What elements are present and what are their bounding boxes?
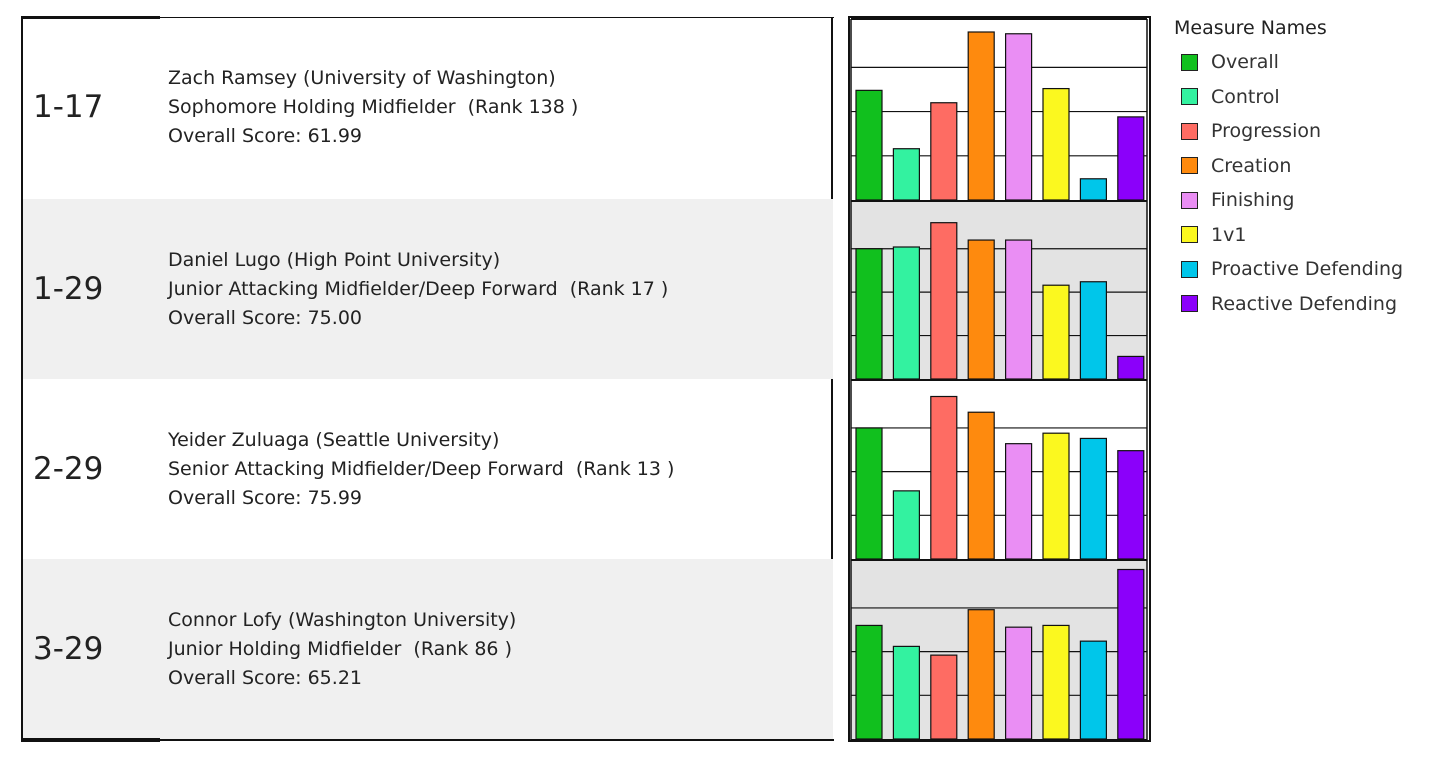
legend-items: Overall Control Progression Creation Finishi… bbox=[1174, 45, 1403, 321]
legend-label: Progression bbox=[1211, 120, 1322, 143]
legend-label: Creation bbox=[1211, 154, 1292, 177]
bar-reactive-defending bbox=[1117, 568, 1145, 740]
player-row: 3-29 Connor Lofy (Washington University)… bbox=[23, 559, 833, 739]
legend-label: Reactive Defending bbox=[1211, 292, 1398, 315]
player-score: Overall Score: 65.21 bbox=[168, 666, 362, 689]
legend-item[interactable]: Progression bbox=[1174, 114, 1403, 149]
player-score: Overall Score: 61.99 bbox=[168, 124, 362, 147]
bar-proactive-defending bbox=[1079, 640, 1108, 740]
player-name: Yeider Zuluaga (Seattle University) bbox=[168, 428, 500, 451]
legend-swatch bbox=[1181, 191, 1198, 209]
legend-swatch bbox=[1181, 122, 1198, 140]
player-score: Overall Score: 75.99 bbox=[168, 486, 362, 509]
player-info: Daniel Lugo (High Point University) Juni… bbox=[168, 199, 668, 379]
legend-swatch bbox=[1181, 226, 1198, 244]
bar-creation bbox=[967, 411, 995, 560]
legend-swatch bbox=[1181, 53, 1198, 71]
player-name: Zach Ramsey (University of Washington) bbox=[168, 66, 556, 89]
bar-finishing bbox=[1004, 239, 1033, 380]
bar-reactive-defending bbox=[1117, 450, 1145, 560]
bar-creation bbox=[967, 609, 995, 740]
bar-overall bbox=[855, 624, 883, 740]
bar-progression bbox=[930, 654, 958, 740]
legend-swatch bbox=[1181, 88, 1198, 106]
player-info: Zach Ramsey (University of Washington) S… bbox=[168, 17, 578, 197]
bar-control bbox=[892, 490, 921, 560]
player-row: 2-29 Yeider Zuluaga (Seattle University)… bbox=[23, 379, 833, 559]
player-info: Yeider Zuluaga (Seattle University) Seni… bbox=[168, 379, 674, 559]
player-info: Connor Lofy (Washington University) Juni… bbox=[168, 559, 516, 739]
bar-progression bbox=[930, 222, 958, 380]
bar-creation bbox=[967, 31, 995, 201]
player-role: Senior Attacking Midfielder/Deep Forward… bbox=[168, 457, 675, 480]
table-top-border-accent bbox=[21, 16, 160, 19]
legend-swatch bbox=[1181, 295, 1198, 313]
bar-reactive-defending bbox=[1117, 116, 1145, 201]
bar-proactive-defending bbox=[1079, 437, 1108, 560]
player-id: 1-17 bbox=[33, 89, 104, 125]
bar-reactive-defending bbox=[1117, 355, 1145, 380]
player-score: Overall Score: 75.00 bbox=[168, 306, 362, 329]
legend: Measure Names Overall Control Progression C… bbox=[1174, 17, 1403, 321]
bar-proactive-defending bbox=[1079, 178, 1108, 201]
table-bottom-border-accent bbox=[21, 738, 160, 742]
bar-1v1 bbox=[1042, 87, 1070, 201]
bar-overall bbox=[855, 427, 883, 560]
legend-item[interactable]: 1v1 bbox=[1174, 218, 1403, 253]
legend-swatch bbox=[1181, 260, 1198, 278]
player-row: 1-17 Zach Ramsey (University of Washingt… bbox=[23, 17, 833, 197]
legend-item[interactable]: Proactive Defending bbox=[1174, 252, 1403, 287]
player-role: Sophomore Holding Midfielder (Rank 138 ) bbox=[168, 95, 579, 118]
player-id: 3-29 bbox=[33, 631, 104, 667]
bar-1v1 bbox=[1042, 624, 1070, 740]
legend-label: 1v1 bbox=[1211, 223, 1247, 246]
bar-finishing bbox=[1004, 33, 1033, 201]
bar-control bbox=[892, 645, 921, 740]
bar-finishing bbox=[1004, 443, 1033, 560]
bar-proactive-defending bbox=[1079, 281, 1108, 380]
player-role: Junior Holding Midfielder (Rank 86 ) bbox=[168, 637, 512, 660]
bar-overall bbox=[855, 248, 883, 380]
legend-item[interactable]: Creation bbox=[1174, 149, 1403, 184]
legend-item[interactable]: Reactive Defending bbox=[1174, 287, 1403, 322]
bar-control bbox=[892, 148, 921, 201]
bar-finishing bbox=[1004, 626, 1033, 740]
player-name: Connor Lofy (Washington University) bbox=[168, 608, 517, 631]
legend-label: Proactive Defending bbox=[1211, 258, 1404, 281]
legend-swatch bbox=[1181, 157, 1198, 175]
player-role: Junior Attacking Midfielder/Deep Forward… bbox=[168, 277, 669, 300]
player-id: 2-29 bbox=[33, 451, 104, 487]
legend-label: Overall bbox=[1211, 51, 1279, 74]
player-name: Daniel Lugo (High Point University) bbox=[168, 248, 501, 271]
legend-title: Measure Names bbox=[1174, 17, 1327, 39]
legend-item[interactable]: Overall bbox=[1174, 45, 1403, 80]
table-bottom-border bbox=[21, 739, 834, 741]
player-row: 1-29 Daniel Lugo (High Point University)… bbox=[23, 199, 833, 379]
bar-creation bbox=[967, 239, 995, 380]
legend-item[interactable]: Finishing bbox=[1174, 183, 1403, 218]
bar-1v1 bbox=[1042, 432, 1070, 560]
bar-1v1 bbox=[1042, 284, 1070, 380]
legend-label: Control bbox=[1211, 85, 1280, 108]
table-top-border bbox=[21, 17, 834, 18]
players-table: 1-17 Zach Ramsey (University of Washingt… bbox=[21, 17, 833, 739]
legend-label: Finishing bbox=[1211, 189, 1295, 212]
legend-item[interactable]: Control bbox=[1174, 80, 1403, 115]
bar-progression bbox=[930, 102, 958, 201]
bar-progression bbox=[930, 395, 958, 560]
bar-overall bbox=[855, 89, 883, 201]
player-id: 1-29 bbox=[33, 271, 104, 307]
bar-control bbox=[892, 246, 921, 380]
